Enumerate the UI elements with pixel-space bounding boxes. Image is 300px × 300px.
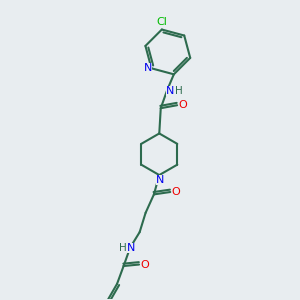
- Text: N: N: [166, 86, 175, 96]
- Text: H: H: [119, 243, 127, 253]
- Text: O: O: [141, 260, 149, 269]
- Text: N: N: [127, 243, 135, 253]
- Text: O: O: [172, 187, 181, 197]
- Text: H: H: [175, 86, 182, 96]
- Text: Cl: Cl: [156, 17, 167, 27]
- Text: N: N: [156, 176, 165, 185]
- Text: O: O: [179, 100, 188, 110]
- Text: N: N: [143, 63, 152, 73]
